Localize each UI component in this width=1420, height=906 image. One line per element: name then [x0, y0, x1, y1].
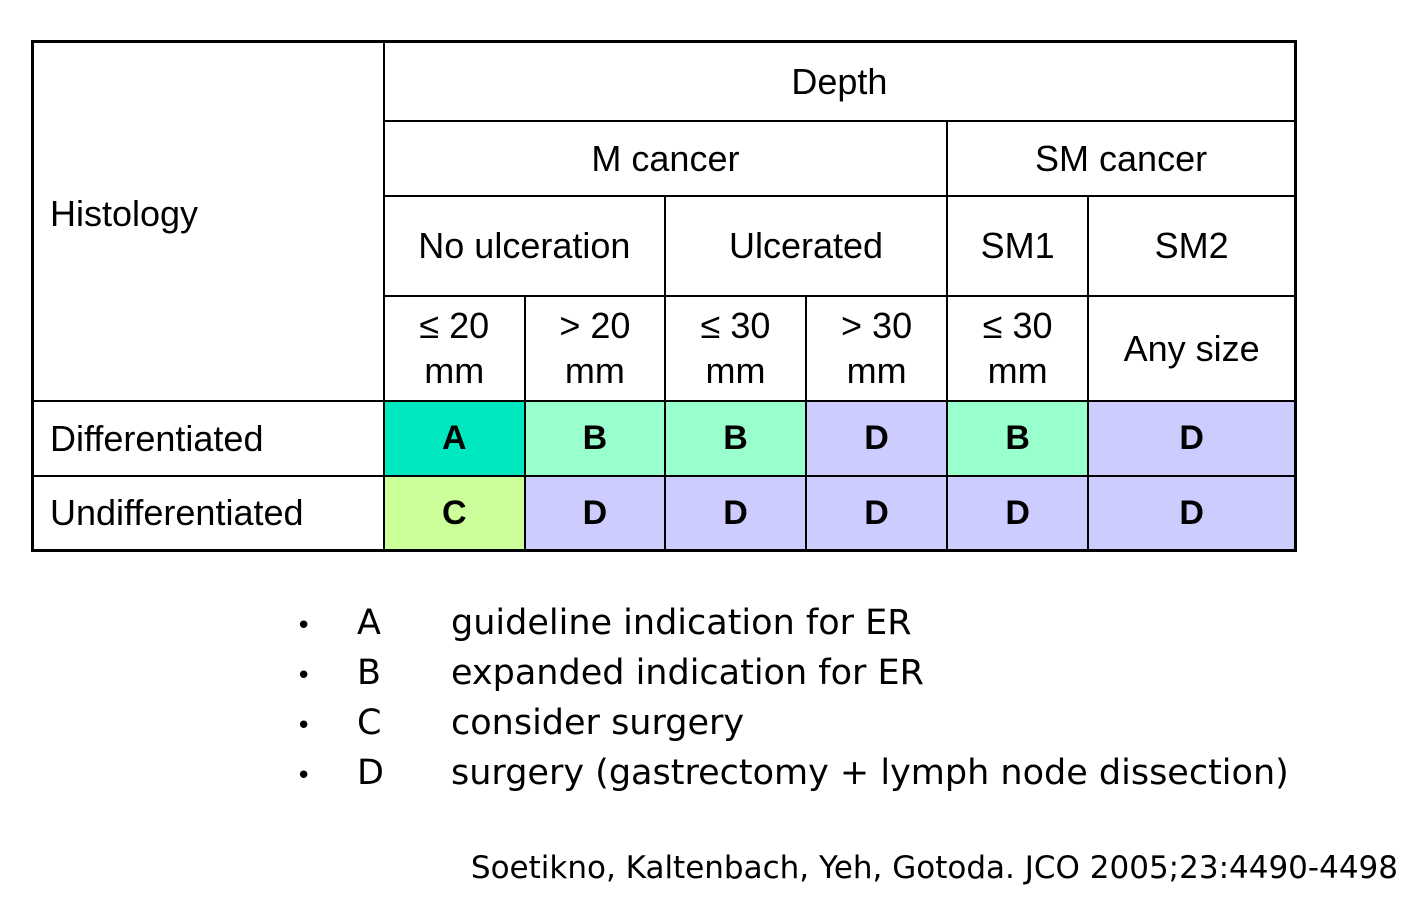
size-value: > 30 [841, 305, 913, 346]
bullet: • [296, 661, 312, 691]
histology-undifferentiated: Undifferentiated [31, 474, 385, 552]
legend-text: surgery (gastrectomy + lymph node dissec… [451, 753, 1289, 793]
category-cell: D [1087, 399, 1297, 477]
size-value: ≤ 20 [419, 305, 490, 346]
category-cell: D [805, 474, 949, 552]
bullet: • [296, 711, 312, 741]
size-header: > 20 mm [523, 294, 666, 402]
histology-differentiated: Differentiated [31, 399, 385, 477]
bullet: • [296, 761, 312, 791]
category-cell: D [805, 399, 949, 477]
bullet: • [296, 611, 312, 641]
size-unit: mm [564, 350, 625, 391]
size-header: ≤ 30 mm [946, 294, 1090, 402]
size-header: Any size [1087, 294, 1297, 402]
size-unit: mm [987, 350, 1048, 391]
category-cell: D [1087, 474, 1297, 552]
legend-code: C [357, 703, 382, 743]
size-header: > 30 mm [805, 294, 949, 402]
size-unit: mm [846, 350, 907, 391]
size-unit: mm [705, 350, 766, 391]
sm2-header: SM2 [1087, 194, 1297, 297]
sm1-header: SM1 [946, 194, 1090, 297]
legend-text: guideline indication for ER [451, 603, 912, 643]
legend-code: D [357, 753, 384, 793]
size-value: ≤ 30 [982, 305, 1053, 346]
size-header: ≤ 20 mm [382, 294, 526, 402]
depth-header: Depth [382, 40, 1297, 122]
no-ulceration-header: No ulceration [382, 194, 666, 297]
legend-code: B [357, 653, 382, 693]
size-value: ≤ 30 [700, 305, 771, 346]
legend-text: consider surgery [451, 703, 745, 743]
size-value: > 20 [559, 305, 631, 346]
table-row: Differentiated A B B D B D [31, 399, 1297, 477]
category-cell: C [382, 474, 526, 552]
size-header-row: ≤ 20 mm > 20 mm ≤ 30 mm > 30 mm ≤ 30 mm Any s… [33, 294, 1297, 402]
m-cancer-header: M cancer [382, 119, 949, 197]
sm-cancer-header: SM cancer [946, 119, 1297, 197]
category-cell: D [946, 474, 1090, 552]
category-cell: B [523, 399, 666, 477]
legend-code: A [357, 603, 381, 643]
histology-header: Histology [31, 40, 385, 402]
category-cell: B [946, 399, 1090, 477]
legend-text: expanded indication for ER [451, 653, 924, 693]
category-cell: A [382, 399, 526, 477]
category-cell: B [663, 399, 808, 477]
citation: Soetikno, Kaltenbach, Yeh, Gotoda. JCO 2… [470, 850, 1398, 886]
size-header: ≤ 30 mm [663, 294, 808, 402]
category-cell: D [663, 474, 808, 552]
category-cell: D [523, 474, 666, 552]
indication-table: Histology Depth M cancer SM cancer No ul… [31, 40, 1297, 552]
table-row: Undifferentiated C D D D D D [31, 474, 1297, 552]
ulcerated-header: Ulcerated [663, 194, 949, 297]
size-value: Any size [1123, 327, 1260, 369]
size-unit: mm [424, 350, 485, 391]
